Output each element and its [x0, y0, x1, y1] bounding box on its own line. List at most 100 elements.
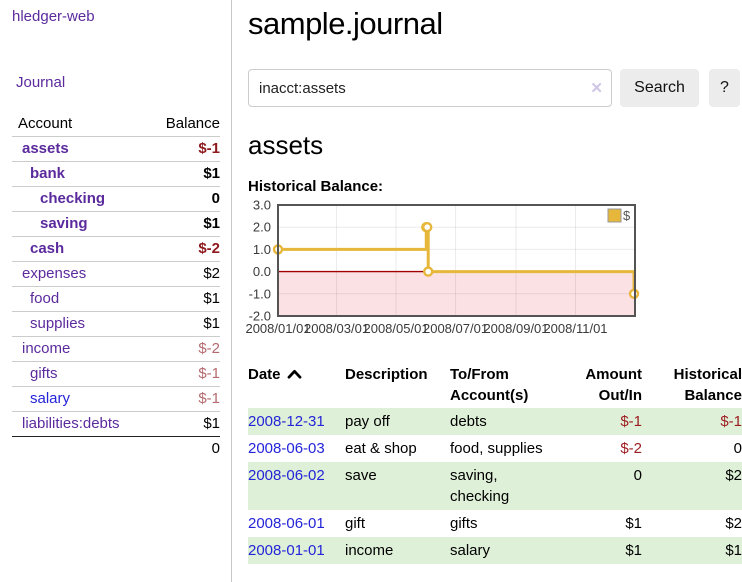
num balance-cell: $1 [725, 542, 742, 559]
svg-text:2008/07/01: 2008/07/01 [423, 321, 488, 336]
account-row: saving $1 [12, 211, 220, 237]
main-content: sample.journal ✕ Search ? assets Histori… [245, 0, 742, 564]
search-button[interactable]: Search [620, 69, 699, 107]
clear-search-icon[interactable]: ✕ [590, 80, 603, 97]
account-row: food $1 [12, 286, 220, 312]
account-link-food[interactable]: food [30, 290, 60, 307]
num balance-cell: $2 [725, 515, 742, 532]
account-row: expenses $2 [12, 261, 220, 287]
description-cell: income [345, 542, 394, 559]
account-row: supplies $1 [12, 311, 220, 337]
svg-text:2008/05/01: 2008/05/01 [363, 321, 428, 336]
account-link-salary[interactable]: salary [30, 390, 71, 407]
account-balance: $2 [203, 265, 220, 282]
transaction-date-link[interactable]: 2008-06-01 [248, 515, 325, 532]
accounts-cell: salary [450, 542, 491, 559]
account-row: salary $-1 [12, 386, 220, 412]
chart-border [277, 204, 636, 317]
account-balance: $1 [203, 315, 220, 332]
svg-text:3.0: 3.0 [253, 198, 271, 213]
account-link-income[interactable]: income [22, 340, 71, 357]
data-point-marker [422, 222, 433, 233]
column-header-amount: Amount Out/In [562, 362, 642, 408]
transaction-date-link[interactable]: 2008-01-01 [248, 542, 325, 559]
description-cell: gift [345, 515, 366, 532]
column-header-label: Amount Out/In [585, 366, 642, 404]
transaction-date-link[interactable]: 2008-06-03 [248, 440, 325, 457]
num amount-cell: $-2 [620, 440, 642, 457]
account-balance: $1 [203, 215, 220, 232]
app-title-link[interactable]: hledger-web [12, 8, 95, 25]
num amount-cell: $-1 [620, 413, 642, 430]
account-link-checking[interactable]: checking [40, 190, 106, 207]
account-row: assets $-1 [12, 136, 220, 162]
svg-text:-1.0: -1.0 [249, 286, 271, 301]
account-column-header: Account [18, 115, 73, 132]
account-row: income $-2 [12, 336, 220, 362]
account-link-assets[interactable]: assets [22, 140, 69, 157]
svg-text:2.0: 2.0 [253, 220, 271, 235]
account-row: gifts $-1 [12, 361, 220, 387]
account-link-gifts[interactable]: gifts [30, 365, 58, 382]
transaction-date-link[interactable]: 2008-12-31 [248, 413, 325, 430]
search-input[interactable] [248, 69, 612, 107]
svg-text:2008/01/01: 2008/01/01 [245, 321, 310, 336]
account-link-cash[interactable]: cash [30, 240, 65, 257]
register-table: Date Description To/From Account(s) Amount … [248, 362, 742, 564]
account-row: liabilities:debts $1 [12, 411, 220, 437]
description-cell: pay off [345, 413, 390, 430]
register-header-row: Date Description To/From Account(s) Amount … [248, 362, 742, 408]
sidebar: hledger-web Journal Account Balance asse… [0, 0, 232, 582]
total-spacer [12, 437, 145, 462]
account-balance: $1 [203, 165, 220, 182]
balance-column-header: Balance [165, 115, 220, 132]
account-link-bank[interactable]: bank [30, 165, 66, 182]
description-cell: eat & shop [345, 440, 417, 457]
account-balance: $-1 [198, 390, 220, 407]
svg-text:0.0: 0.0 [253, 264, 271, 279]
legend-label: $ [623, 208, 631, 223]
chart-canvas: $3.0 2.0 1.0 0.0 -1.0 -2.02008/01/012008/03/0… [245, 198, 640, 336]
help-button[interactable]: ? [709, 69, 740, 107]
account-balance: $-1 [198, 365, 220, 382]
description-cell: save [345, 467, 377, 484]
svg-text:2008/03/01: 2008/03/01 [304, 321, 369, 336]
column-header-label: Description [345, 366, 428, 383]
accounts-total: 0 [211, 440, 220, 457]
column-header-historical: Historical Balance [642, 362, 742, 408]
accounts-total-row: 0 [12, 436, 220, 462]
accounts-cell: saving, checking [450, 467, 510, 505]
account-link-saving[interactable]: saving [40, 215, 88, 232]
account-link-expenses[interactable]: expenses [22, 265, 87, 282]
num amount-cell: 0 [633, 467, 642, 484]
accounts-header-row: Account Balance [12, 112, 220, 137]
column-header-label: To/From Account(s) [450, 366, 529, 404]
page-title: sample.journal [248, 6, 443, 41]
account-balance: $-1 [198, 140, 220, 157]
transaction-date-link[interactable]: 2008-06-02 [248, 467, 325, 484]
accounts-cell: debts [450, 413, 487, 430]
column-header-date[interactable]: Date [248, 362, 345, 408]
column-header-label: Date [248, 366, 281, 383]
accounts-cell: gifts [450, 515, 478, 532]
account-balance: $1 [203, 290, 220, 307]
account-row: bank $1 [12, 161, 220, 187]
sort-ascending-icon [287, 369, 301, 379]
svg-text:2008/09/01: 2008/09/01 [483, 321, 548, 336]
sidebar-journal-link[interactable]: Journal [16, 74, 66, 91]
column-header-label: Historical Balance [673, 366, 742, 404]
transaction-row: 2008-06-01 gift gifts $1 $2 [248, 510, 742, 537]
account-row: cash $-2 [12, 236, 220, 262]
svg-text:-2.0: -2.0 [249, 309, 271, 324]
chart-title: Historical Balance: [248, 178, 384, 195]
account-balance: $1 [203, 415, 220, 432]
svg-text:2008/11/01: 2008/11/01 [543, 321, 607, 336]
negative-region [278, 271, 635, 316]
transaction-row: 2008-06-02 save saving, checking 0 $2 [248, 462, 742, 510]
account-link-liabilities-debts[interactable]: liabilities:debts [22, 415, 120, 432]
legend-swatch [607, 208, 622, 223]
transaction-row: 2008-06-03 eat & shop food, supplies $-2 0 [248, 435, 742, 462]
account-link-supplies[interactable]: supplies [30, 315, 86, 332]
account-row: checking 0 [12, 186, 220, 212]
transaction-row: 2008-01-01 income salary $1 $1 [248, 537, 742, 564]
